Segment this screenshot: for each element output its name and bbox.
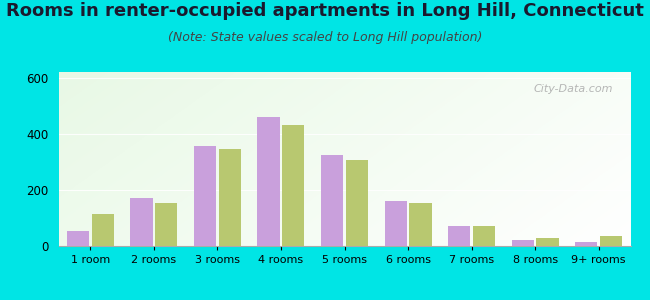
Bar bbox=[321, 155, 343, 246]
Bar bbox=[536, 238, 559, 246]
Bar bbox=[346, 160, 368, 246]
Bar bbox=[575, 242, 597, 246]
Bar bbox=[155, 202, 177, 246]
Bar bbox=[385, 201, 407, 246]
Bar bbox=[130, 198, 153, 246]
Bar bbox=[448, 226, 471, 246]
Text: (Note: State values scaled to Long Hill population): (Note: State values scaled to Long Hill … bbox=[168, 32, 482, 44]
Bar bbox=[92, 214, 114, 246]
Bar bbox=[600, 236, 622, 246]
Bar bbox=[67, 231, 89, 246]
Bar bbox=[257, 117, 280, 246]
Bar bbox=[512, 240, 534, 246]
Bar bbox=[473, 226, 495, 246]
Text: City-Data.com: City-Data.com bbox=[534, 84, 614, 94]
Bar bbox=[282, 125, 304, 246]
Bar bbox=[218, 149, 241, 246]
Bar bbox=[194, 146, 216, 246]
Text: Rooms in renter-occupied apartments in Long Hill, Connecticut: Rooms in renter-occupied apartments in L… bbox=[6, 2, 644, 20]
Bar bbox=[410, 202, 432, 246]
